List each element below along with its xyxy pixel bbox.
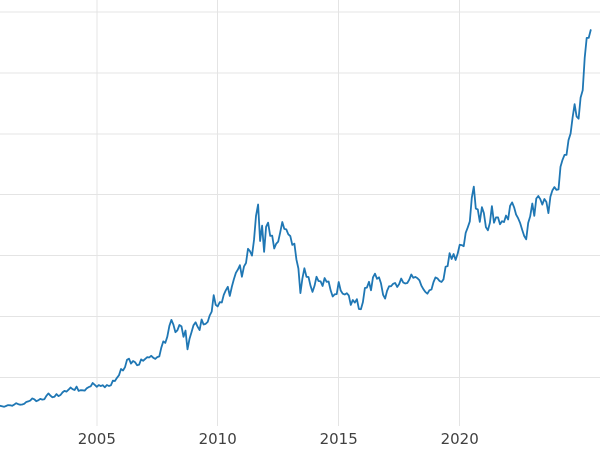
x-axis-tick-label: 2010 [199,430,237,448]
x-axis-tick-label: 2015 [320,430,358,448]
price-line-series [0,29,592,408]
x-axis-tick-label: 2020 [441,430,479,448]
x-axis-tick-labels: 2005 2010 2015 2020 [78,430,479,448]
chart-gridlines [0,0,600,426]
x-axis-tick-label: 2005 [78,430,116,448]
